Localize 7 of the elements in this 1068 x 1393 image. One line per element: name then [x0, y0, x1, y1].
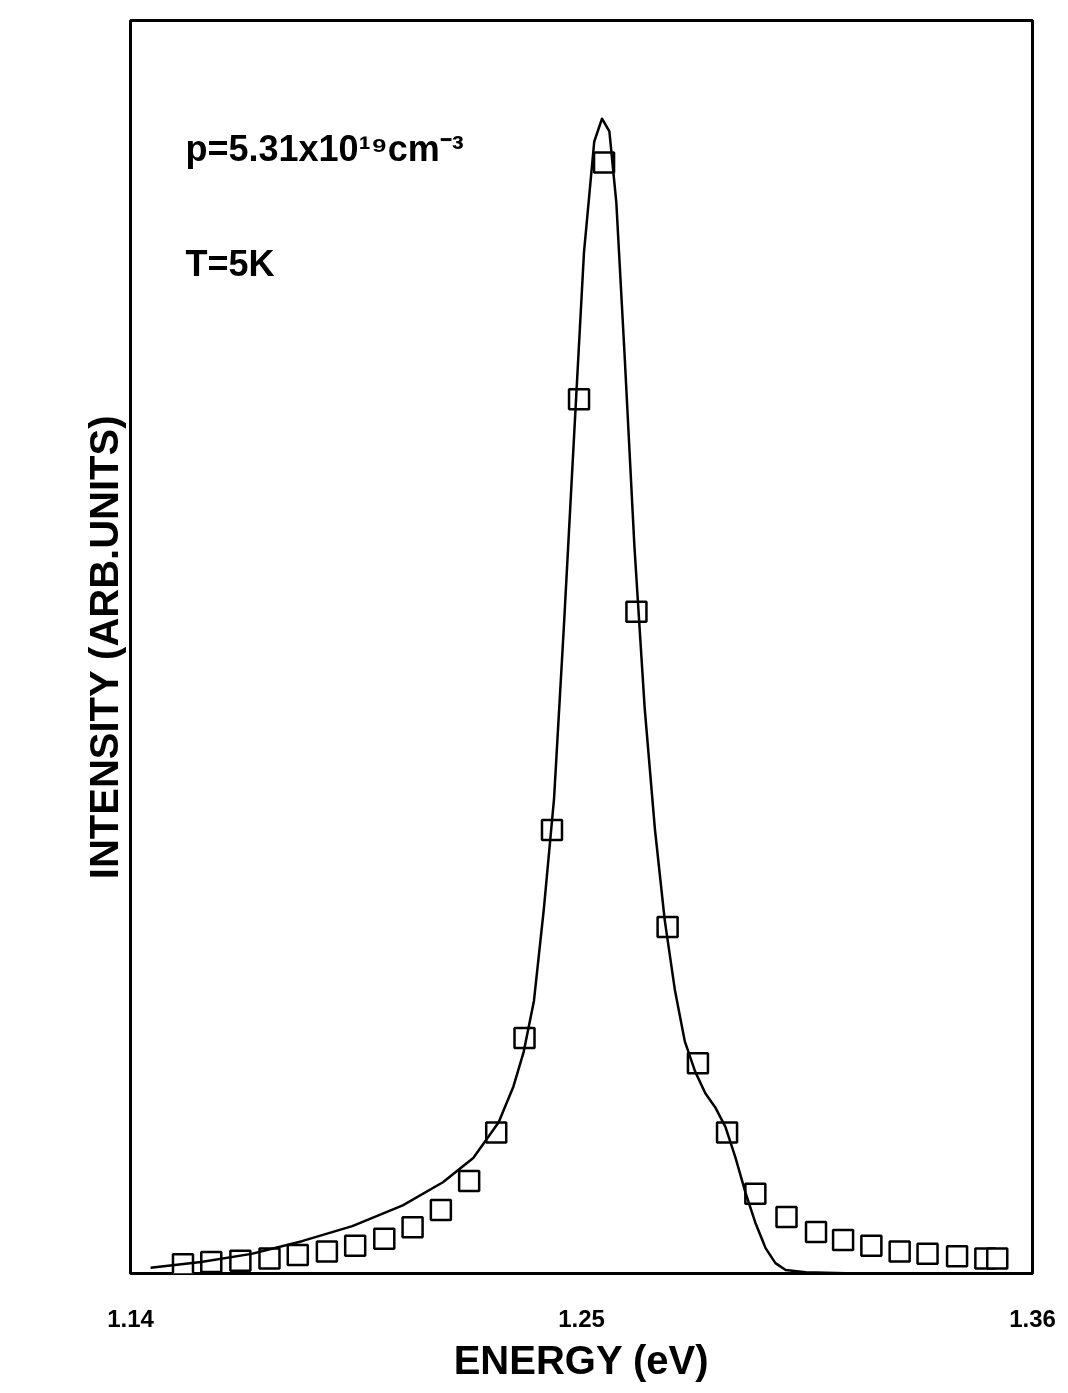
annotation: T=5K [185, 242, 275, 284]
x-tick-label: 1.25 [558, 1304, 605, 1332]
x-axis-title: ENERGY (eV) [453, 1337, 709, 1382]
x-tick-label: 1.14 [107, 1304, 155, 1332]
x-tick-label: 1.36 [1009, 1304, 1056, 1332]
annotation: p=5.31x10¹⁹cm⁻³ [185, 127, 464, 169]
y-axis-title: INTENSITY (ARB.UNITS) [81, 415, 126, 880]
